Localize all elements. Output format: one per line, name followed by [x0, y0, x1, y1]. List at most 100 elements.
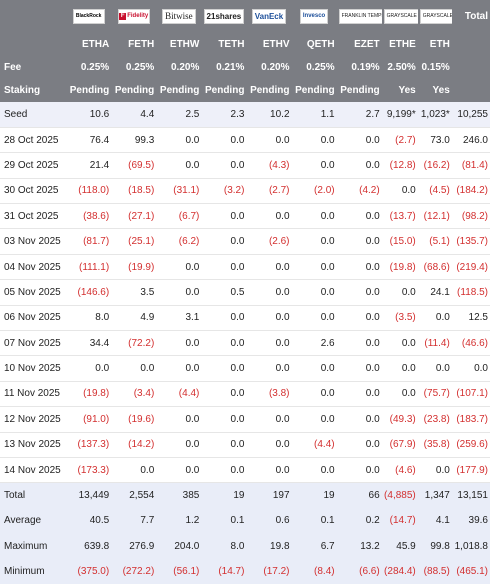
flow-cell: (284.4): [384, 566, 416, 578]
staking-value: Pending: [204, 85, 245, 96]
flow-cell: 76.4: [66, 127, 112, 154]
row-label: 03 Nov 2025: [0, 228, 67, 255]
flow-cell: 73.0: [417, 127, 452, 154]
flow-cell: 0.0: [291, 457, 337, 484]
flow-cell: 0.0: [381, 381, 418, 408]
flow-cell: 0.0: [201, 432, 247, 458]
flow-cell: 0.0: [246, 305, 292, 332]
flow-row: 31 Oct 2025 (38.6) (27.1) (6.7) 0.0 0.0 0.0 0.0…: [0, 203, 490, 230]
flow-cell: (68.6): [417, 254, 452, 281]
ticker-qeth: QETH: [306, 39, 335, 50]
total-cell: 246.0: [451, 127, 490, 154]
flow-cell: (4.4): [156, 381, 202, 408]
flow-cell: (272.2): [122, 566, 155, 578]
flow-cell: (4.5): [417, 178, 452, 205]
flow-row: Seed 10.6 4.4 2.5 2.3 10.2 1.1 2.7 9,199* 1,023* 1…: [0, 102, 490, 128]
flow-cell: 0.0: [336, 254, 382, 281]
flow-cell: 0.0: [381, 355, 418, 382]
summary-body: Total 13,449 2,554 385 19 197 19 66 (4,885) 1,347…: [0, 482, 490, 584]
flow-cell: 24.1: [417, 279, 452, 306]
flow-cell: (17.2): [263, 566, 290, 578]
flow-cell: 276.9: [129, 540, 155, 552]
flow-cell: 2.7: [336, 102, 382, 128]
total-cell: (183.7): [451, 406, 490, 433]
flow-cell: 99.8: [430, 540, 450, 552]
flow-cell: (3.4): [111, 381, 157, 408]
row-label: 04 Nov 2025: [0, 254, 67, 281]
row-label: Minimum: [4, 566, 45, 578]
flow-cell: 0.0: [246, 203, 292, 230]
flow-cell: 66: [368, 490, 380, 502]
ticker-etha: ETHA: [81, 39, 110, 50]
flow-cell: 0.0: [336, 381, 382, 408]
flow-cell: (16.2): [417, 152, 452, 179]
total-cell: (259.6): [451, 432, 490, 458]
invesco-logo: Invesco: [292, 0, 337, 33]
summary-row: Average 40.5 7.7 1.2 0.1 0.6 0.1 0.2 (14.7) 4.1 39…: [0, 508, 490, 534]
ticker-ezet: EZET: [354, 39, 380, 50]
flow-cell: (118.0): [66, 178, 112, 205]
total-cell: (219.4): [451, 254, 490, 281]
flow-cell: (14.7): [389, 515, 416, 527]
flow-cell: 0.0: [291, 279, 337, 306]
flow-cell: 0.0: [111, 355, 157, 382]
flow-cell: 0.0: [336, 228, 382, 255]
row-label: 29 Oct 2025: [0, 152, 67, 179]
ticker-ethw: ETHW: [169, 39, 200, 50]
fee-value: 0.19%: [351, 62, 380, 73]
flow-cell: 0.0: [201, 254, 247, 281]
flow-cell: (19.6): [111, 406, 157, 433]
flow-cell: (75.7): [417, 381, 452, 408]
flow-cell: (25.1): [111, 228, 157, 255]
flow-cell: 0.0: [66, 355, 112, 382]
flow-cell: (19.8): [66, 381, 112, 408]
flow-cell: (111.1): [66, 254, 112, 281]
flow-cell: 7.7: [140, 515, 155, 527]
flow-cell: 0.0: [156, 254, 202, 281]
flow-cell: (72.2): [111, 330, 157, 357]
flow-cell: (69.5): [111, 152, 157, 179]
flow-cell: 197: [272, 490, 290, 502]
fee-value: 0.20%: [261, 62, 290, 73]
fee-value: 0.25%: [306, 62, 335, 73]
flow-cell: (56.1): [173, 566, 200, 578]
flow-cell: 2,554: [129, 490, 155, 502]
flow-cell: (49.3): [381, 406, 418, 433]
flow-cell: 0.0: [201, 355, 247, 382]
flow-row: 13 Nov 2025 (137.3) (14.2) 0.0 0.0 0.0 (4.4) 0.…: [0, 432, 490, 458]
flow-cell: 0.0: [417, 457, 452, 484]
flow-row: 05 Nov 2025 (146.6) 3.5 0.0 0.5 0.0 0.0 0.0 0.0 2…: [0, 279, 490, 306]
flow-cell: 0.0: [246, 127, 292, 154]
flow-cell: (4,885): [384, 490, 416, 502]
flow-cell: 0.1: [230, 515, 245, 527]
flow-cell: 4.9: [111, 305, 157, 332]
flow-cell: 0.0: [156, 432, 202, 458]
flow-cell: 0.0: [156, 457, 202, 484]
row-label: 31 Oct 2025: [0, 203, 67, 230]
flow-cell: (3.8): [246, 381, 292, 408]
corner-cell: [0, 0, 66, 33]
flow-cell: 40.5: [89, 515, 110, 527]
flow-cell: 0.0: [336, 330, 382, 357]
flow-cell: 2.5: [156, 102, 202, 128]
flow-row: 07 Nov 2025 34.4 (72.2) 0.0 0.0 0.0 2.6 0.0 0.0(…: [0, 330, 490, 357]
flow-cell: 3.5: [111, 279, 157, 306]
flow-cell: 0.0: [201, 330, 247, 357]
flow-cell: (13.7): [381, 203, 418, 230]
flow-cell: 1.1: [291, 102, 337, 128]
flow-cell: 0.0: [156, 330, 202, 357]
flow-cell: 0.0: [201, 305, 247, 332]
flow-row: 29 Oct 2025 21.4 (69.5) 0.0 0.0 (4.3) 0.0 0.0 (1…: [0, 152, 490, 179]
flow-cell: 0.0: [246, 406, 292, 433]
flow-row: 30 Oct 2025 (118.0) (18.5) (31.1) (3.2) (2.7)…: [0, 178, 490, 205]
flow-cell: 0.0: [246, 355, 292, 382]
total-cell: 39.6: [468, 515, 488, 527]
flow-cell: 6.7: [320, 540, 335, 552]
flow-cell: 2.6: [291, 330, 337, 357]
flow-cell: (4.2): [336, 178, 382, 205]
ticker-ethv: ETHV: [262, 39, 290, 50]
fee-row: Fee 0.25% 0.25% 0.20% 0.21% 0.20% 0.25% …: [0, 56, 490, 79]
flow-cell: 45.9: [396, 540, 416, 552]
flow-row: 28 Oct 2025 76.4 99.3 0.0 0.0 0.0 0.0 0.0 (2.7) 7…: [0, 127, 490, 154]
fee-value: 0.20%: [171, 62, 200, 73]
